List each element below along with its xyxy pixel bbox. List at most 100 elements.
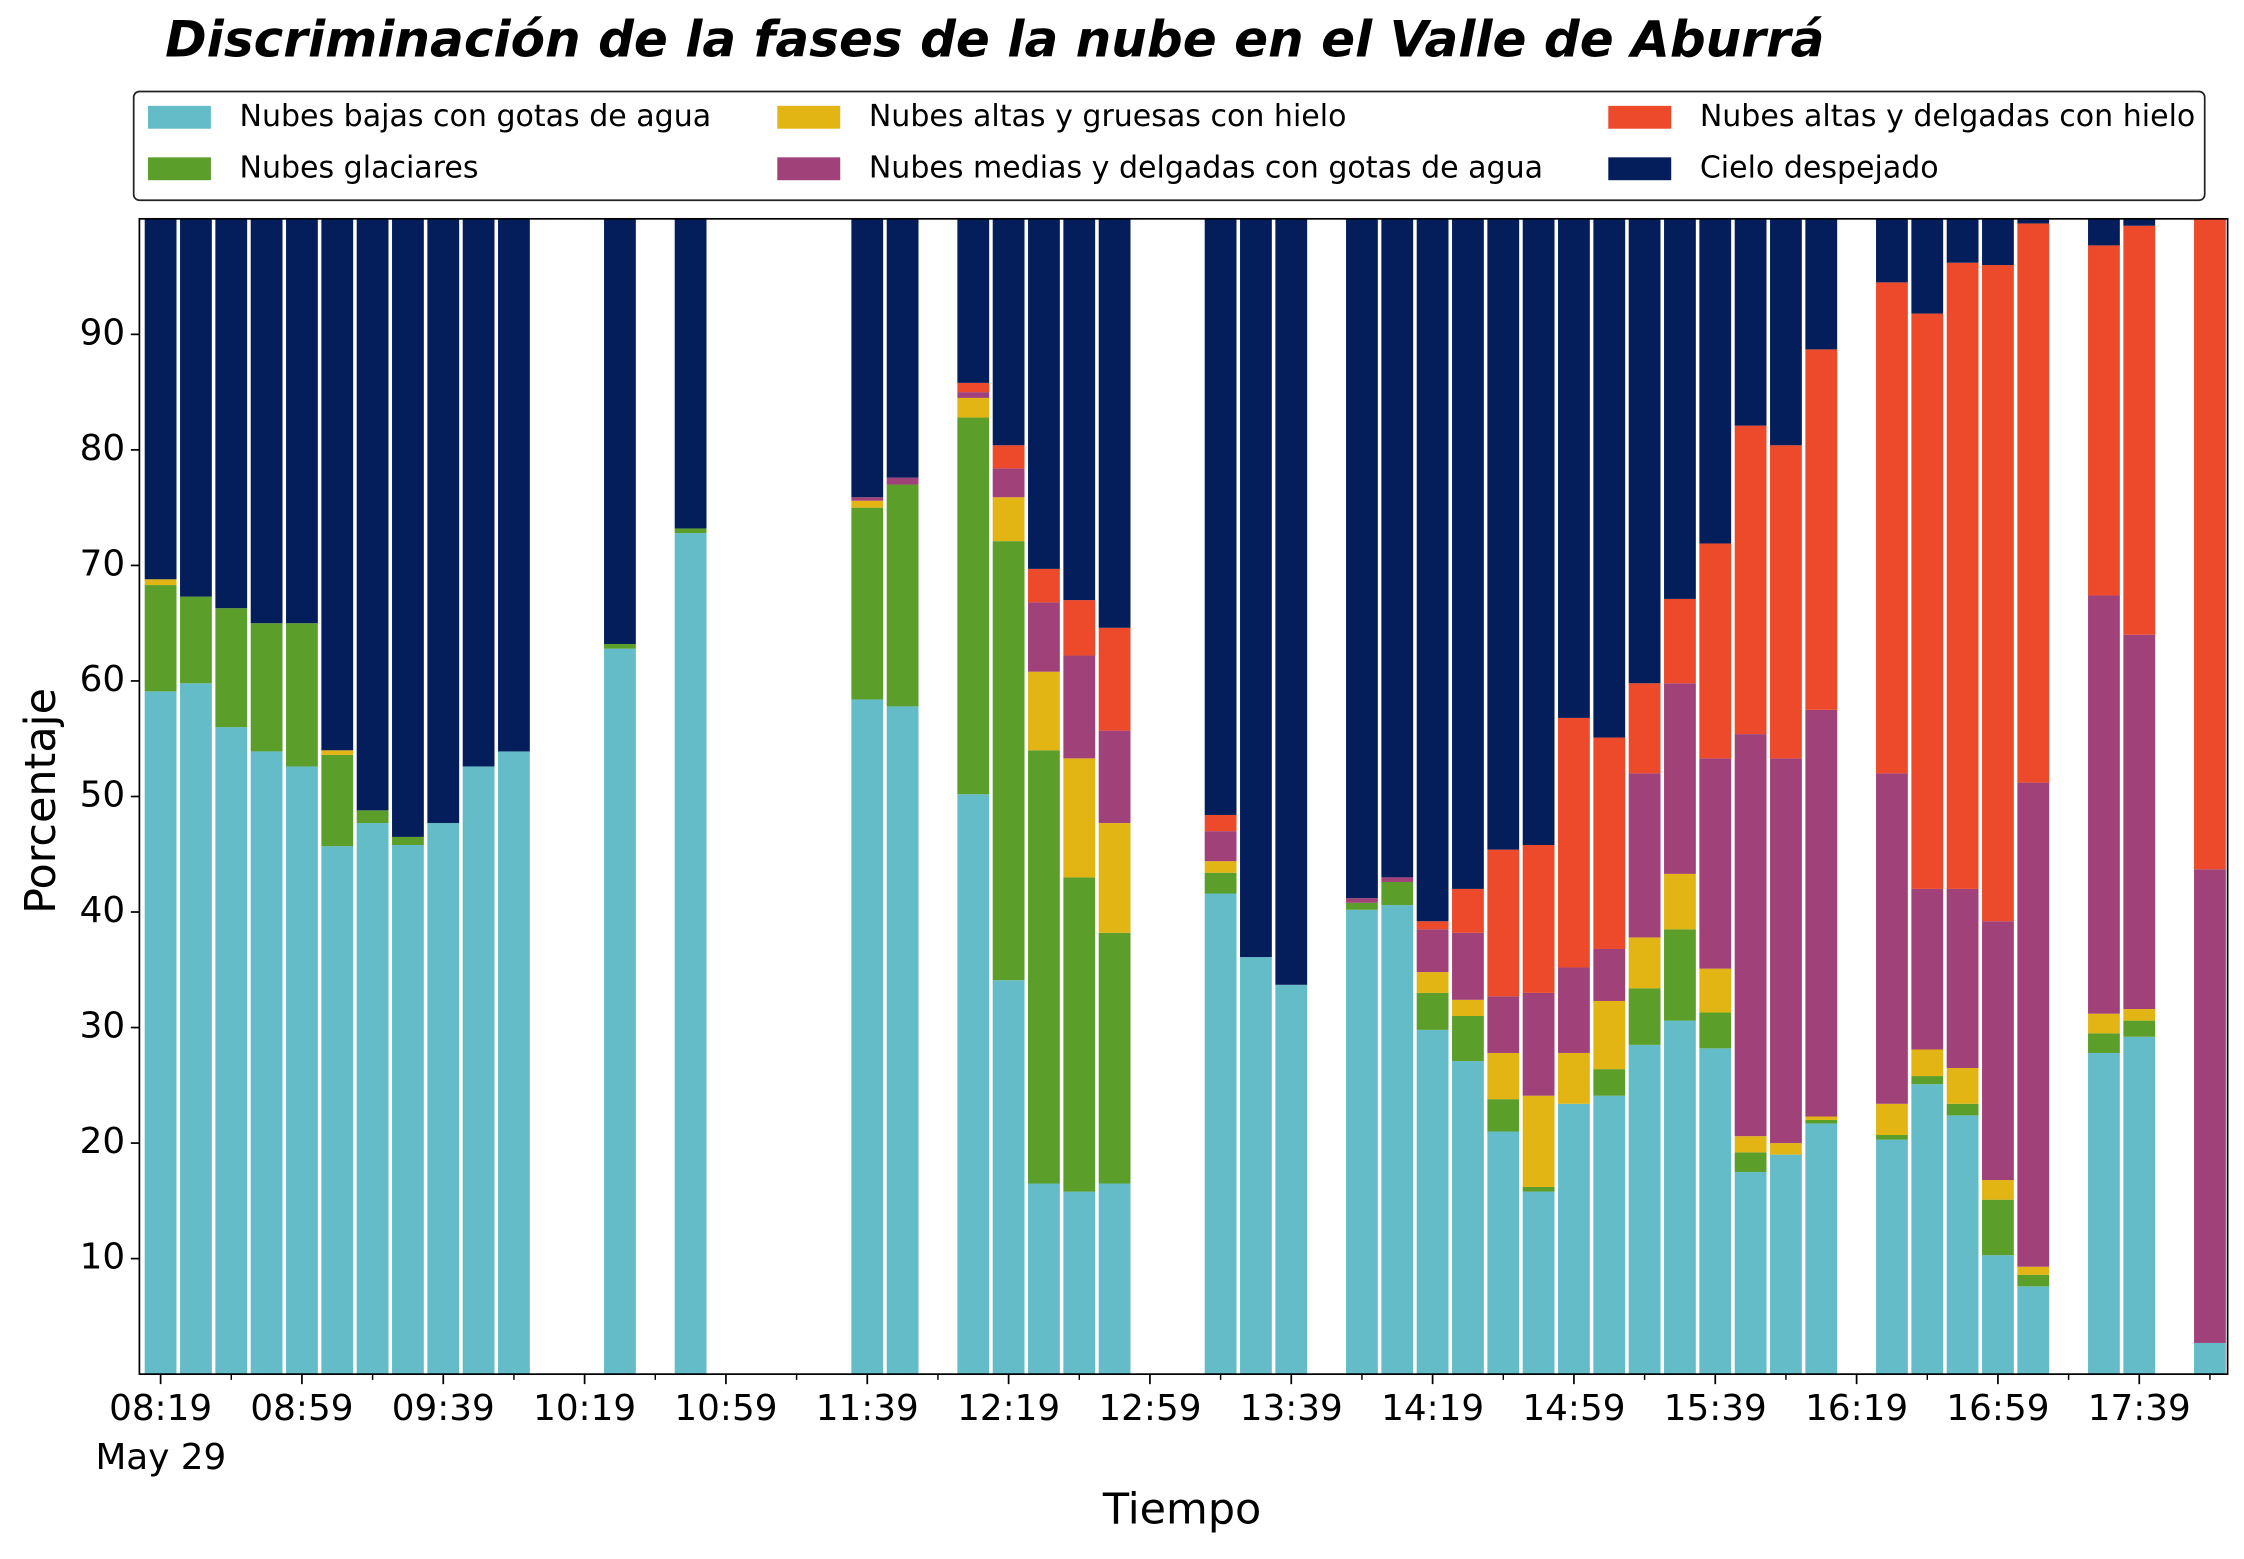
bar-segment	[1346, 898, 1378, 903]
bar-segment	[1770, 445, 1802, 759]
y-tick-label: 80	[80, 428, 126, 469]
bar-segment	[957, 382, 990, 393]
bar-segment	[321, 846, 354, 1375]
bar-segment	[250, 218, 283, 624]
bar-segment	[392, 836, 424, 846]
legend-swatch	[147, 157, 211, 181]
bar-segment	[321, 750, 354, 755]
y-tick-label: 40	[80, 890, 126, 931]
bar-segment	[2017, 1274, 2050, 1287]
bar-segment	[1452, 1015, 1484, 1062]
y-tick-label: 60	[80, 659, 126, 700]
bar-segment	[144, 691, 177, 1375]
bar-segment	[144, 218, 177, 580]
bar-segment	[356, 218, 389, 811]
bar-segment	[2017, 1286, 2050, 1375]
bar-segment	[1982, 265, 2014, 922]
bar-segment	[2017, 223, 2050, 783]
x-tick-label: 17:39	[2088, 1388, 2191, 1429]
bar-segment	[1204, 861, 1237, 873]
bar-segment	[1593, 1069, 1626, 1096]
bar-segment	[1240, 957, 1272, 1375]
bar-segment	[1770, 1154, 1802, 1375]
bar-segment	[1911, 888, 1944, 1050]
bar-segment	[462, 766, 495, 1375]
bar-segment	[1946, 1103, 1979, 1116]
bar-segment	[992, 218, 1025, 446]
bar-segment	[1699, 1012, 1732, 1049]
bar-segment	[1805, 218, 1838, 350]
bar-segment	[604, 218, 636, 644]
y-tick-label: 50	[80, 774, 126, 815]
y-tick-label: 70	[80, 543, 126, 584]
bar-segment	[1275, 984, 1308, 1375]
bar-segment	[1098, 627, 1131, 731]
bar-segment	[957, 794, 990, 1375]
bar-segment	[1381, 905, 1414, 1375]
bar-segment	[498, 218, 530, 752]
bar-segment	[1628, 937, 1661, 989]
bar-segment	[1522, 218, 1555, 846]
bar-segment	[1911, 218, 1944, 314]
bar-segment	[1346, 909, 1378, 1375]
legend-frame	[132, 90, 2206, 202]
bar-segment	[1487, 849, 1520, 997]
bar-segment	[1664, 598, 1696, 684]
bar-segment	[1416, 218, 1449, 922]
bar-segment	[1522, 992, 1555, 1096]
bar-segment	[992, 497, 1025, 542]
legend-label: Nubes altas y gruesas con hielo	[869, 99, 1347, 134]
bar-segment	[1628, 773, 1661, 938]
bar-segment	[1381, 877, 1414, 882]
y-axis-label: Porcentaje	[16, 688, 66, 914]
legend-swatch	[147, 105, 211, 129]
bar-segment	[1699, 968, 1732, 1013]
bar-segment	[1063, 218, 1096, 601]
bar-segment	[1381, 881, 1414, 906]
bar-segment	[851, 497, 884, 501]
bar-segment	[1558, 1052, 1590, 1104]
bar-segment	[1946, 888, 1979, 1068]
bar-segment	[1204, 218, 1237, 815]
bar-segment	[1452, 1061, 1484, 1375]
y-tick-label: 30	[80, 1006, 126, 1047]
bar-segment	[1452, 999, 1484, 1016]
bar-segment	[674, 218, 707, 529]
bar-segment	[2088, 1013, 2120, 1034]
bar-segment	[1805, 709, 1838, 1117]
bar-segment	[1982, 218, 2014, 266]
bar-segment	[1098, 823, 1131, 933]
bar-segment	[2123, 1036, 2156, 1375]
bar-segment	[1770, 218, 1802, 446]
bar-segment	[1558, 218, 1590, 718]
bar-segment	[1028, 671, 1060, 751]
bar-segment	[1028, 750, 1060, 1184]
bar-segment	[1770, 1143, 1802, 1155]
bar-segment	[1204, 872, 1237, 894]
bar-segment	[1063, 600, 1096, 656]
bar-segment	[356, 810, 389, 824]
bar-segment	[1805, 349, 1838, 710]
bar-segment	[1982, 1199, 2014, 1256]
bar-segment	[957, 397, 990, 418]
bar-segment	[674, 533, 707, 1375]
legend-label: Cielo despejado	[1700, 150, 1939, 185]
bar-segment	[2123, 1020, 2156, 1037]
bar-segment	[1805, 1119, 1838, 1124]
bar-segment	[1982, 1180, 2014, 1200]
bar-segment	[286, 218, 318, 624]
bar-segment	[1098, 1183, 1131, 1375]
bar-segment	[1628, 683, 1661, 774]
bar-segment	[1346, 218, 1378, 899]
bar-segment	[1063, 877, 1096, 1192]
bar-segment	[250, 751, 283, 1375]
bar-segment	[1699, 543, 1732, 759]
bar-segment	[1593, 218, 1626, 738]
bar-segment	[957, 392, 990, 398]
bar-segment	[1664, 929, 1696, 1021]
bar-segment	[1416, 929, 1449, 973]
x-tick-label: 16:59	[1946, 1388, 2049, 1429]
bar-segment	[321, 218, 354, 751]
bar-segment	[886, 218, 919, 478]
